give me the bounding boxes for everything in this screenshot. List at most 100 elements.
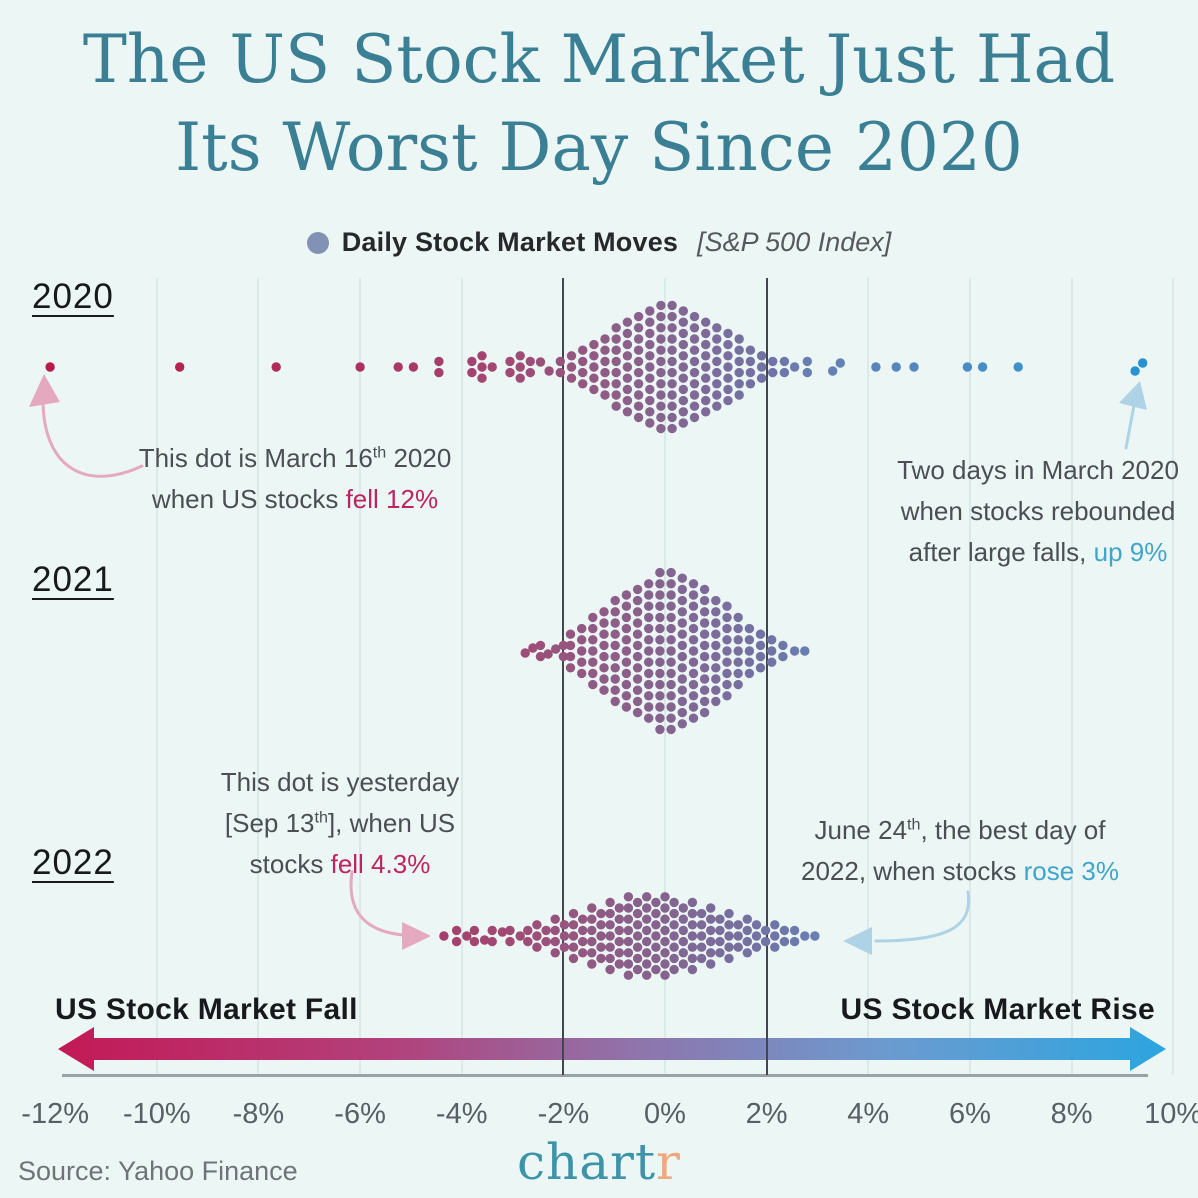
- daily-move-dot: [669, 942, 679, 952]
- daily-move-dot: [505, 925, 515, 936]
- daily-move-dot: [621, 646, 632, 656]
- daily-move-dot: [666, 601, 676, 611]
- daily-move-dot: [611, 334, 621, 344]
- daily-move-dot: [568, 920, 579, 930]
- daily-move-dot: [645, 395, 655, 406]
- daily-move-dot: [610, 663, 620, 673]
- annotation-arrowhead-rebound: [1119, 381, 1147, 410]
- daily-move-dot: [588, 657, 598, 667]
- daily-move-dot: [610, 651, 620, 662]
- daily-move-dot: [701, 328, 711, 339]
- daily-move-dot: [467, 356, 477, 367]
- daily-move-dot: [515, 373, 525, 383]
- daily-move-dot: [587, 903, 597, 913]
- daily-move-dot: [711, 685, 721, 695]
- daily-move-dot: [669, 897, 679, 908]
- legend-sublabel: [S&P 500 Index]: [697, 227, 892, 257]
- daily-move-dot: [689, 323, 700, 333]
- daily-move-dot: [715, 925, 725, 936]
- daily-move-dot: [487, 362, 497, 372]
- daily-move-dot: [699, 663, 710, 673]
- daily-move-dot: [566, 351, 577, 361]
- daily-move-dot: [751, 931, 762, 941]
- daily-move-dot: [677, 685, 687, 695]
- daily-move-dot: [667, 390, 677, 400]
- daily-move-dot: [610, 607, 620, 617]
- daily-move-dot: [644, 691, 654, 701]
- daily-move-dot: [701, 339, 711, 350]
- axis-tick-6: 6%: [948, 1098, 991, 1130]
- daily-move-dot: [666, 668, 676, 679]
- daily-move-dot: [551, 644, 561, 654]
- daily-move-dot: [610, 674, 620, 684]
- daily-move-dot: [677, 629, 687, 639]
- gridline-light: [1070, 278, 1073, 1075]
- daily-move-dot: [600, 345, 610, 355]
- daily-move-dot: [645, 306, 655, 316]
- daily-move-dot: [477, 351, 487, 361]
- daily-move-dot: [723, 395, 733, 406]
- year-label-2020: 2020: [32, 277, 114, 316]
- daily-move-dot: [677, 674, 687, 684]
- daily-move-dot: [632, 964, 643, 975]
- daily-move-dot: [600, 356, 610, 367]
- daily-move-dot: [622, 384, 633, 395]
- daily-move-dot: [611, 390, 621, 400]
- daily-move-dot: [622, 362, 633, 372]
- legend-label: Daily Stock Market Moves: [341, 227, 679, 257]
- daily-move-dot: [723, 384, 733, 395]
- daily-move-dot: [745, 367, 756, 378]
- daily-move-dot: [578, 356, 588, 367]
- daily-move-dot: [669, 964, 679, 975]
- daily-move-dot: [550, 936, 560, 947]
- daily-move-dot: [706, 903, 716, 913]
- daily-move-dot: [633, 367, 644, 378]
- daily-move-dot: [744, 623, 755, 634]
- axis-tick--4: -4%: [435, 1098, 488, 1130]
- daily-move-dot: [767, 646, 777, 656]
- daily-move-dot: [733, 657, 743, 667]
- daily-move-dot: [523, 936, 533, 947]
- daily-move-dot: [779, 356, 790, 367]
- daily-move-dot: [666, 702, 676, 712]
- daily-move-dot: [678, 351, 688, 361]
- daily-move-dot: [666, 646, 676, 656]
- daily-move-dot: [667, 300, 677, 311]
- daily-move-dot: [744, 646, 755, 656]
- year-label-2021: 2021: [32, 560, 114, 599]
- daily-move-dot: [667, 323, 677, 333]
- daily-move-dot: [621, 635, 632, 645]
- daily-move-dot: [605, 964, 615, 975]
- axis-tick-0: 0%: [644, 1098, 686, 1130]
- annotation-june-24-best-day: June 24th, the best day of 2022, when sto…: [801, 815, 1119, 886]
- daily-move-dot: [711, 674, 721, 684]
- daily-move-dot: [477, 373, 487, 383]
- daily-move-dot: [505, 367, 515, 378]
- daily-move-dot: [479, 935, 490, 945]
- daily-move-dot: [621, 679, 632, 690]
- daily-move-dot: [712, 390, 722, 400]
- daily-move-dot: [550, 914, 560, 924]
- daily-move-dot: [699, 584, 710, 595]
- daily-move-dot: [532, 920, 542, 930]
- daily-move-dot: [711, 618, 721, 628]
- daily-move-dot: [666, 590, 676, 600]
- daily-move-dot: [614, 925, 624, 936]
- daily-move-dot: [644, 623, 654, 634]
- daily-move-dot: [706, 959, 716, 969]
- daily-move-dot: [678, 418, 688, 428]
- daily-move-dot: [688, 623, 699, 634]
- daily-move-dot: [688, 579, 699, 589]
- daily-move-dot: [611, 401, 621, 411]
- daily-move-dot: [497, 927, 508, 937]
- daily-move-dot: [622, 339, 633, 350]
- daily-move-dot: [723, 339, 733, 350]
- daily-move-dot: [532, 942, 542, 952]
- daily-move-dot: [699, 629, 710, 639]
- daily-move-dot: [651, 908, 661, 919]
- daily-move-dot: [677, 719, 687, 729]
- axis-tick-10: 10%: [1144, 1098, 1198, 1130]
- daily-move-dot: [724, 931, 734, 941]
- daily-move-dot: [751, 942, 762, 952]
